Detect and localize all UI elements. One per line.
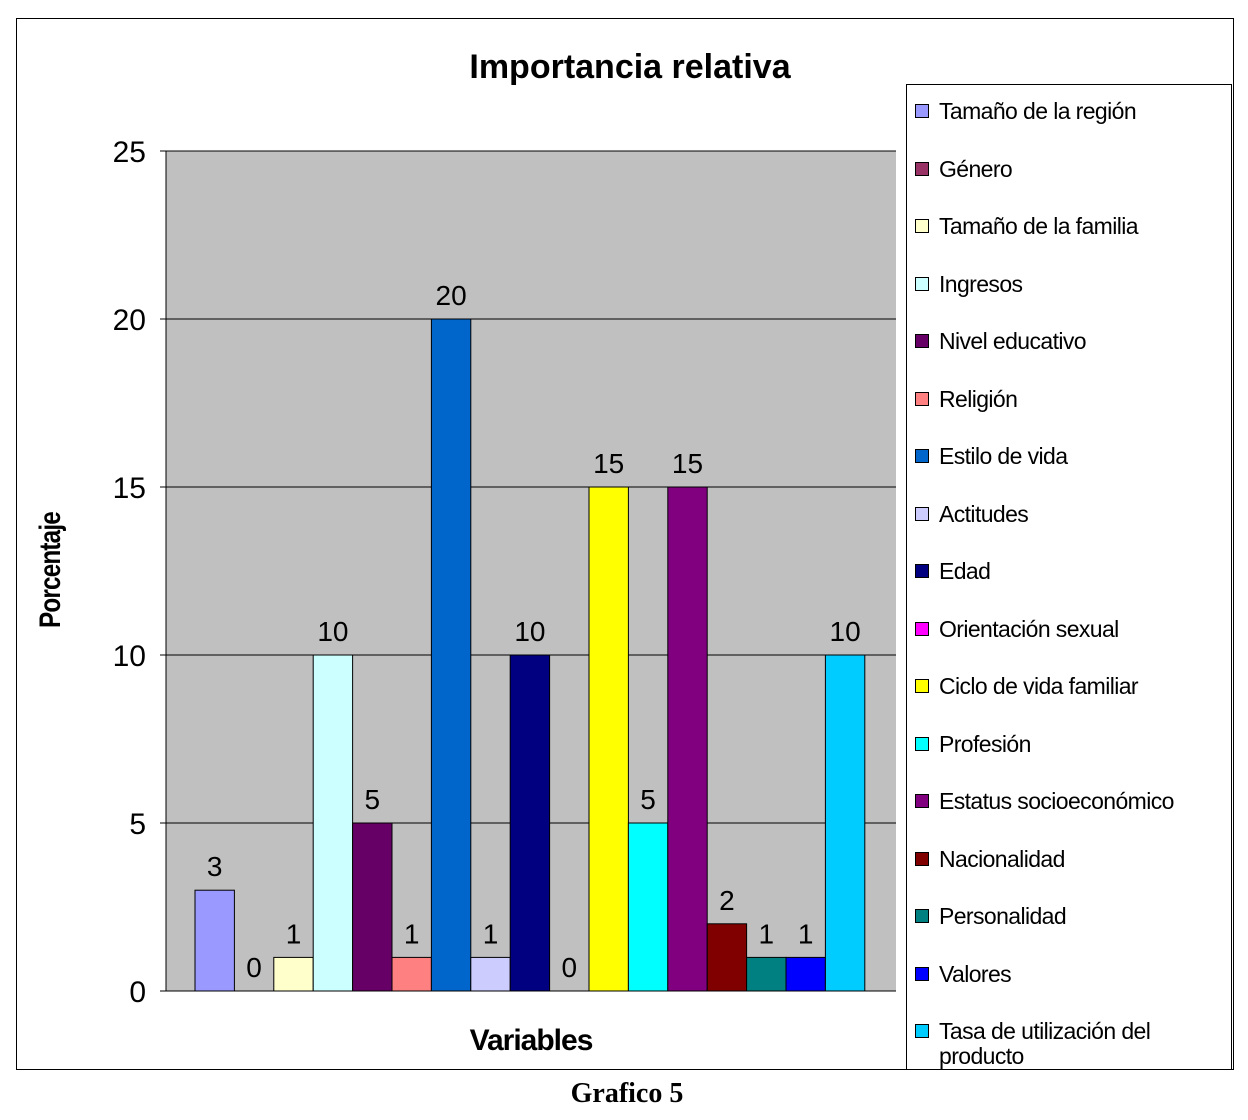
legend-swatch [915,449,929,463]
legend-swatch [915,794,929,808]
data-label: 20 [436,280,467,311]
data-label: 1 [404,918,420,949]
bar [824,654,866,992]
data-label: 1 [483,918,499,949]
legend-label: Ingresos [939,270,1023,297]
legend-label: Estilo de vida [939,443,1068,469]
legend-item: Profesión [913,730,1231,757]
data-label: 2 [719,885,735,916]
bar [470,956,511,992]
legend-label: Profesión [939,730,1031,757]
legend-swatch [915,736,929,751]
legend-label: Ciclo de vida familiar [939,673,1139,699]
legend-item: Personalidad [913,904,1231,929]
legend-item: Tamaño de la región [913,99,1231,124]
legend-label: Estatus socioeconómico [939,788,1174,814]
legend-swatch [915,161,929,176]
bar [785,956,826,992]
legend-label: Nivel educativo [939,328,1087,354]
bar [706,923,748,992]
legend-swatch [915,104,929,118]
legend-swatch [915,679,929,693]
bar [312,654,354,992]
bar [273,956,314,992]
data-label: 10 [830,616,861,647]
legend-label: Nacionalidad [939,845,1065,872]
legend-swatch [915,219,929,233]
legend-item: Estatus socioeconómico [913,789,1231,814]
bar [194,889,235,992]
bar [746,956,787,992]
legend-item: Tasa de utilización del producto [913,1019,1231,1069]
y-tick-label: 25 [113,136,146,169]
legend-item: Estilo de vida [913,444,1231,469]
legend-item: Edad [913,559,1231,584]
legend-item: Nivel educativo [913,329,1231,354]
bar [588,486,629,992]
legend-item: Orientación sexual [913,615,1231,642]
legend-swatch [915,506,929,521]
legend-label: Orientación sexual [939,615,1119,642]
legend-swatch [915,621,929,636]
y-tick-label: 15 [113,472,146,505]
data-label: 1 [759,918,775,949]
legend-label: Religión [939,385,1018,412]
bar [667,486,708,992]
legend-item: Género [913,155,1231,182]
legend-label: Género [939,155,1013,182]
legend-swatch [915,391,929,406]
figure-caption: Grafico 5 [570,1078,684,1109]
data-label: 15 [593,448,624,479]
y-tick-label: 10 [113,640,146,673]
legend-swatch [915,334,929,348]
legend-item: Ingresos [913,270,1231,297]
data-label: 1 [798,918,814,949]
legend-item: Ciclo de vida familiar [913,674,1231,699]
legend-swatch [915,909,929,923]
legend-item: Valores [913,960,1231,987]
legend-item: Tamaño de la familia [913,214,1231,239]
legend-swatch [915,1024,929,1038]
chart-title: Importancia relativa [469,48,791,86]
legend-label: Tamaño de la familia [939,213,1139,239]
legend-swatch [915,276,929,291]
x-axis-title: Variables [470,1024,593,1057]
data-label: 0 [562,952,578,983]
chart-legend: Tamaño de la región Género Tamaño de la fa… [906,84,1232,1070]
legend-swatch [915,966,929,981]
data-label: 5 [640,784,656,815]
data-label: 0 [246,952,262,983]
y-axis-title: Porcentaje [34,512,67,628]
data-label: 1 [286,918,302,949]
bar [352,822,393,992]
data-label: 10 [514,616,545,647]
legend-label: Personalidad [939,903,1067,929]
bar [509,654,551,992]
data-label: 10 [317,616,348,647]
legend-item: Actitudes [913,500,1231,527]
data-label: 5 [365,784,381,815]
bar [430,318,472,992]
legend-label: Valores [939,960,1012,987]
y-tick-label: 5 [129,808,146,841]
y-tick-label: 20 [113,304,146,337]
bar [627,822,669,992]
legend-label: Tasa de utilización del producto [939,1018,1151,1069]
legend-swatch [915,564,929,578]
legend-swatch [915,851,929,866]
legend-item: Religión [913,385,1231,412]
legend-item: Nacionalidad [913,845,1231,872]
legend-label: Tamaño de la región [939,98,1137,124]
legend-label: Actitudes [939,500,1029,527]
y-tick-label: 0 [129,976,146,1009]
data-label: 15 [672,448,703,479]
legend-label: Edad [939,558,991,584]
data-label: 3 [207,851,223,882]
bar [391,956,432,992]
